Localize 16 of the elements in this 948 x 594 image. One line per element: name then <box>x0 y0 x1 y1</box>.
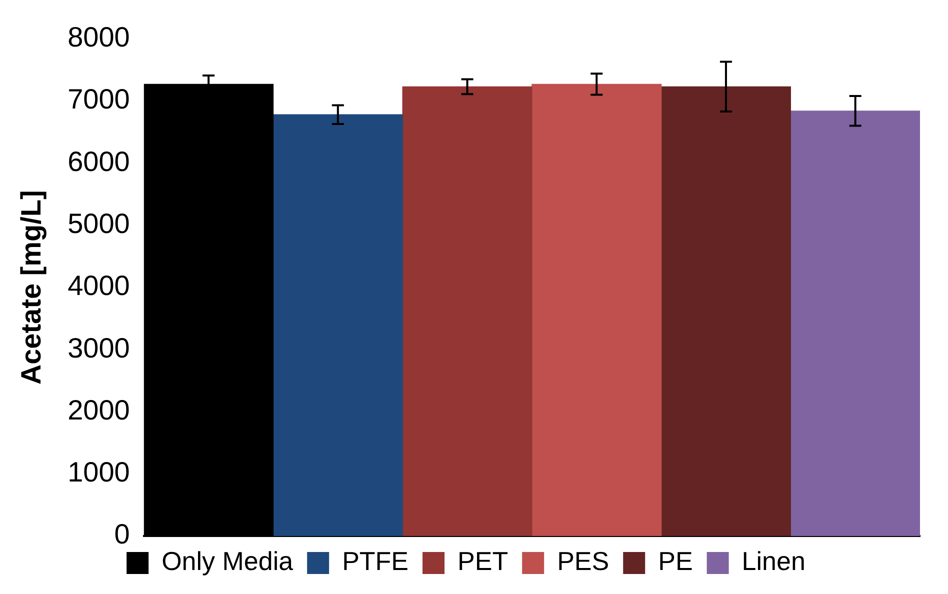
y-tick-label: 1000 <box>68 456 130 488</box>
legend-label: Linen <box>742 546 806 576</box>
y-tick-label: 0 <box>114 518 130 550</box>
y-tick-label: 4000 <box>68 270 130 302</box>
y-tick-label: 3000 <box>68 332 130 364</box>
legend-label: Only Media <box>162 546 294 576</box>
y-axis-title: Acetate [mg/L] <box>16 190 47 385</box>
y-tick-label: 5000 <box>68 208 130 239</box>
legend-label: PTFE <box>342 546 409 576</box>
y-tick-label: 2000 <box>68 394 130 426</box>
legend-label: PES <box>557 546 610 576</box>
y-tick-label: 8000 <box>68 22 130 53</box>
y-tick-label: 7000 <box>68 84 130 115</box>
legend-label: PE <box>658 546 693 576</box>
y-tick-label: 6000 <box>68 146 130 177</box>
legend-label: PET <box>458 546 508 576</box>
